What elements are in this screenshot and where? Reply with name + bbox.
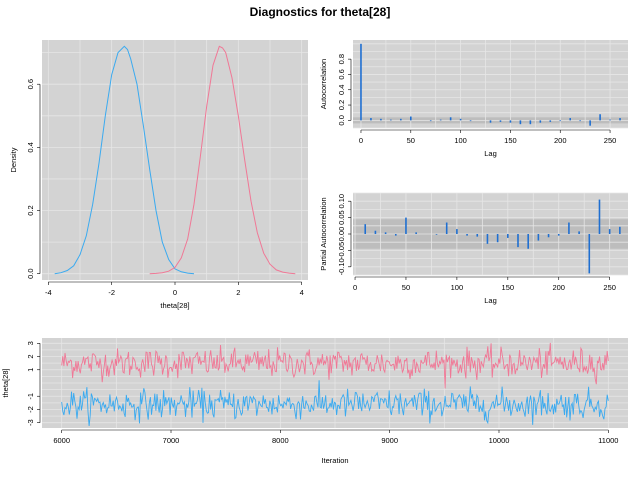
acf-plot-background	[353, 40, 628, 128]
pacf-ytick-label: -0.10	[337, 258, 346, 275]
trace-xtick-label: 11000	[598, 436, 618, 445]
acf-xtick-label: 50	[407, 136, 415, 145]
density-x-axis-label: theta[28]	[160, 301, 189, 310]
trace-ytick-label: 3	[26, 341, 35, 345]
density-ytick-label: 0.2	[26, 205, 35, 215]
acf-ytick-label: 0.8	[337, 54, 346, 64]
trace-ytick-label: -1	[26, 393, 35, 400]
density-series-line-2	[149, 45, 296, 275]
acf-ytick-label: 0.0	[337, 115, 346, 125]
pacf-ytick-label: 0.05	[337, 210, 346, 225]
trace-xtick-label: 8000	[272, 436, 289, 445]
trace-x-axis-label: Iteration	[321, 456, 348, 465]
pacf-ytick-label: 0.10	[337, 194, 346, 209]
pacf-xtick-label: 0	[353, 283, 357, 292]
partial-autocorrelation-panel: 0 50 100 150 200 250 -0.10-0.050.00 0.050.10 Lag…	[319, 192, 628, 305]
trace-ytick-label: -3	[26, 419, 35, 426]
density-ytick-label: 0.0	[26, 268, 35, 278]
density-panel: -4 -2 0 2 4 0.0 0.2 0.4 0.6 theta[28] Density	[9, 40, 308, 310]
density-xtick-label: 0	[173, 288, 177, 297]
density-ytick-label: 0.4	[26, 142, 35, 152]
trace-series-line-2	[61, 380, 609, 427]
acf-ytick-label: 0.4	[337, 85, 346, 95]
pacf-x-axis-label: Lag	[484, 296, 497, 305]
trace-xtick-label: 10000	[489, 436, 510, 445]
acf-ytick-label: 0.6	[337, 69, 346, 79]
trace-xtick-label: 7000	[163, 436, 180, 445]
acf-x-axis-label: Lag	[484, 149, 497, 158]
trace-y-axis-label: theta[28]	[1, 368, 10, 397]
trace-series-line-1	[61, 342, 609, 389]
acf-xtick-label: 250	[604, 136, 617, 145]
trace-ytick-label: 1	[26, 368, 35, 372]
trace-ytick-label: -2	[26, 406, 35, 413]
acf-xtick-label: 100	[454, 136, 467, 145]
density-xtick-label: 4	[300, 288, 304, 297]
density-series-line-1	[54, 45, 195, 275]
pacf-xtick-label: 250	[603, 283, 616, 292]
acf-xtick-label: 0	[359, 136, 363, 145]
acf-xtick-label: 200	[554, 136, 567, 145]
trace-xtick-label: 6000	[53, 436, 70, 445]
pacf-xtick-label: 150	[502, 283, 515, 292]
acf-y-axis-label: Autocorrelation	[319, 59, 328, 109]
pacf-xtick-label: 50	[402, 283, 410, 292]
pacf-ytick-label: -0.05	[337, 242, 346, 259]
pacf-xtick-label: 100	[451, 283, 464, 292]
acf-xtick-label: 150	[504, 136, 517, 145]
density-xtick-label: -4	[45, 288, 52, 297]
trace-ytick-label: 2	[26, 354, 35, 358]
acf-ytick-label: 0.2	[337, 100, 346, 110]
autocorrelation-panel: 0 50 100 150 200 250 0.0 0.2 0.4 0.6 0.8 Lag Autocor…	[319, 40, 628, 158]
density-xtick-label: -2	[108, 288, 115, 297]
pacf-y-axis-label: Partial Autocorrelation	[319, 197, 328, 270]
density-xtick-label: 2	[236, 288, 240, 297]
figure-title: Diagnostics for theta[28]	[250, 5, 391, 19]
density-y-axis-label: Density	[9, 147, 18, 172]
pacf-xtick-label: 200	[552, 283, 565, 292]
trace-xtick-label: 9000	[381, 436, 398, 445]
trace-panel: 6000 7000 8000 9000 10000 11000 -3 -2 -1 1 2 3 Itera…	[1, 338, 628, 465]
pacf-ytick-label: 0.00	[337, 227, 346, 242]
density-ytick-label: 0.6	[26, 79, 35, 89]
